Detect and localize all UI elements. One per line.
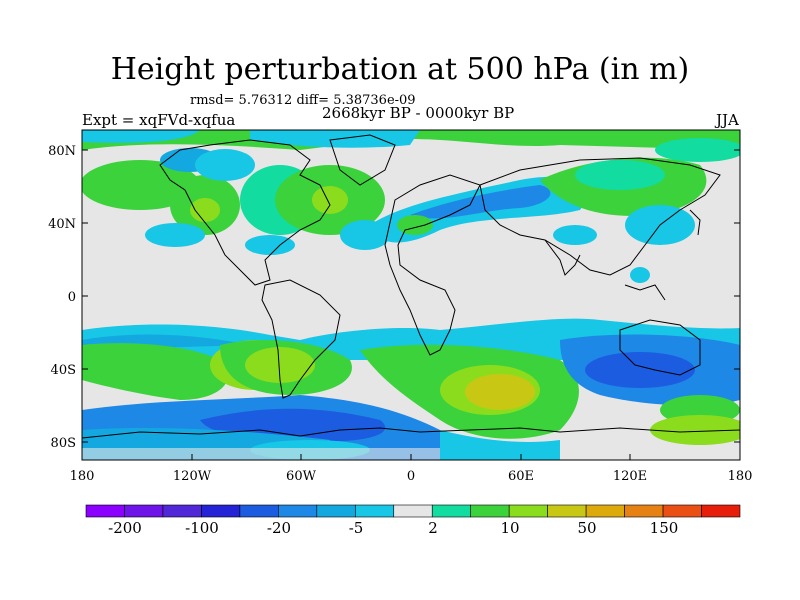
period-label: 2668kyr BP - 0000kyr BP [322,104,515,122]
lat-label: 40S [51,363,76,378]
lon-label: 120W [173,469,212,484]
lat-label: 40N [48,217,76,232]
colorbar-swatch [239,504,279,518]
colorbar-swatch [701,504,741,518]
lon-label: 180 [728,469,753,484]
lon-label: 60E [508,469,534,484]
colorbar-swatch [201,504,241,518]
tick-marks [81,149,741,460]
colorbar-swatch [316,504,356,518]
colorbar-label: 50 [577,519,596,537]
colorbar-labels: -200 -100 -20 -5 2 10 50 150 [108,519,678,537]
colorbar-swatch [354,504,395,518]
colorbar-swatch [431,504,472,518]
coastlines [82,134,740,439]
stats-text: rmsd= 5.76312 diff= 5.38736e-09 [190,93,416,108]
season-label: JJA [716,111,739,129]
colorbar-label: 10 [500,519,519,537]
map-title: Height perturbation at 500 hPa (in m) [110,52,690,87]
lon-label: 0 [407,469,415,484]
colorbar-swatch [470,504,510,518]
colorbar-swatch [508,504,548,518]
lon-label: 120E [613,469,647,484]
colorbar-label: -200 [108,519,142,537]
colorbar-label: 2 [428,519,438,537]
lon-label: 60W [286,469,317,484]
colorbar-label: -20 [267,519,291,537]
colorbar [85,504,741,518]
lat-label: 0 [68,290,76,305]
colorbar-swatch [124,504,164,518]
colorbar-label: 150 [650,519,679,537]
colorbar-swatch [662,504,702,518]
colorbar-swatch [393,504,433,518]
colorbar-swatch [162,504,202,518]
colorbar-swatch [624,504,664,518]
colorbar-label: -100 [185,519,219,537]
colorbar-swatch [547,504,587,518]
experiment-label: Expt = xqFVd-xqfua [82,111,236,129]
colorbar-swatch [585,504,625,518]
colorbar-swatch [85,504,125,518]
lat-label: 80S [51,436,76,451]
colorbar-label: -5 [349,519,364,537]
lon-label: 180 [70,469,95,484]
colorbar-swatch [278,504,318,518]
map-field [82,130,740,460]
lat-label: 80N [48,144,76,159]
